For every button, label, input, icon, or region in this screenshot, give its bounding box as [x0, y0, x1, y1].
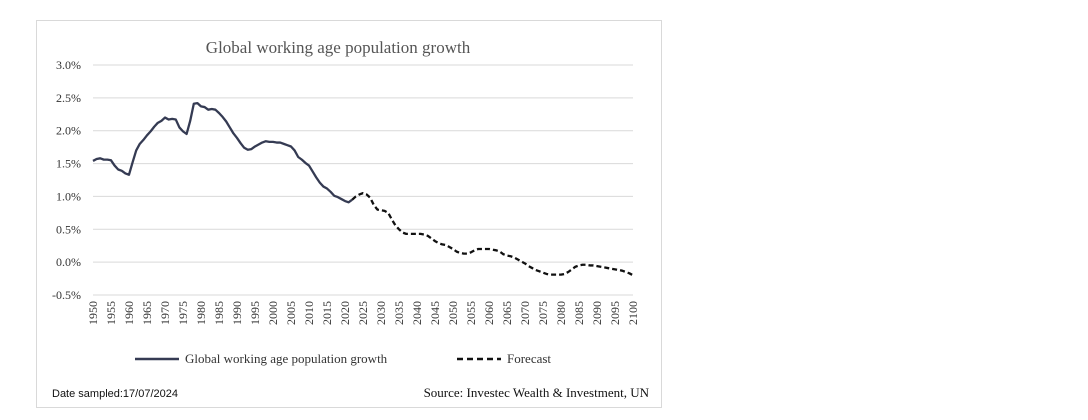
y-axis-ticks: 3.0% 2.5% 2.0% 1.5% 1.0% 0.5% 0.0% -0.5%	[52, 58, 81, 302]
x-tick-label: 2015	[320, 301, 334, 325]
x-tick-label: 2075	[536, 301, 550, 325]
source-note: Source: Investec Wealth & Investment, UN	[423, 385, 649, 400]
x-tick-label: 2035	[392, 301, 406, 325]
x-tick-label: 1980	[194, 301, 208, 325]
date-sampled: Date sampled:17/07/2024	[52, 388, 178, 400]
x-tick-label: 2080	[554, 301, 568, 325]
x-tick-label: 1960	[122, 301, 136, 325]
gridlines	[93, 64, 633, 296]
chart-title: Global working age population growth	[206, 38, 471, 57]
x-tick-label: 2065	[500, 301, 514, 325]
x-tick-label: 2020	[338, 301, 352, 325]
y-tick-label: 2.0%	[56, 124, 81, 138]
y-tick-label: -0.5%	[52, 288, 81, 302]
x-tick-label: 1975	[176, 301, 190, 325]
y-tick-label: 0.5%	[56, 222, 81, 236]
x-tick-label: 2095	[608, 301, 622, 325]
y-tick-label: 3.0%	[56, 58, 81, 72]
x-tick-label: 1955	[104, 301, 118, 325]
x-tick-label: 2085	[572, 301, 586, 325]
x-tick-label: 1965	[140, 301, 154, 325]
x-tick-label: 2010	[302, 301, 316, 325]
legend-label-forecast: Forecast	[507, 351, 551, 366]
x-tick-label: 2005	[284, 301, 298, 325]
y-tick-label: 1.0%	[56, 189, 81, 203]
x-tick-label: 1970	[158, 301, 172, 325]
legend-label-actual: Global working age population growth	[185, 351, 388, 366]
x-tick-label: 2040	[410, 301, 424, 325]
legend: Global working age population growth For…	[135, 351, 551, 366]
x-tick-label: 2090	[590, 301, 604, 325]
series-lines	[92, 101, 634, 277]
x-tick-label: 2060	[482, 301, 496, 325]
x-tick-label: 2025	[356, 301, 370, 325]
chart-frame: Global working age population growth 3.0…	[36, 20, 662, 408]
y-tick-label: 0.0%	[56, 255, 81, 269]
x-axis-ticks: 1950 1955 1960 1965 1970 1975 1980 1985 1990 1995…	[86, 301, 640, 325]
x-tick-label: 2045	[428, 301, 442, 325]
series-line-forecast	[351, 191, 634, 277]
x-tick-label: 1985	[212, 301, 226, 325]
x-tick-label: 2000	[266, 301, 280, 325]
x-tick-label: 2030	[374, 301, 388, 325]
y-tick-label: 1.5%	[56, 157, 81, 171]
x-tick-label: 2100	[626, 301, 640, 325]
x-tick-label: 2050	[446, 301, 460, 325]
series-line-actual	[92, 101, 353, 204]
x-tick-label: 1990	[230, 301, 244, 325]
y-tick-label: 2.5%	[56, 91, 81, 105]
x-tick-label: 1950	[86, 301, 100, 325]
x-tick-label: 1995	[248, 301, 262, 325]
line-chart: Global working age population growth 3.0…	[52, 38, 640, 366]
x-tick-label: 2070	[518, 301, 532, 325]
x-tick-label: 2055	[464, 301, 478, 325]
